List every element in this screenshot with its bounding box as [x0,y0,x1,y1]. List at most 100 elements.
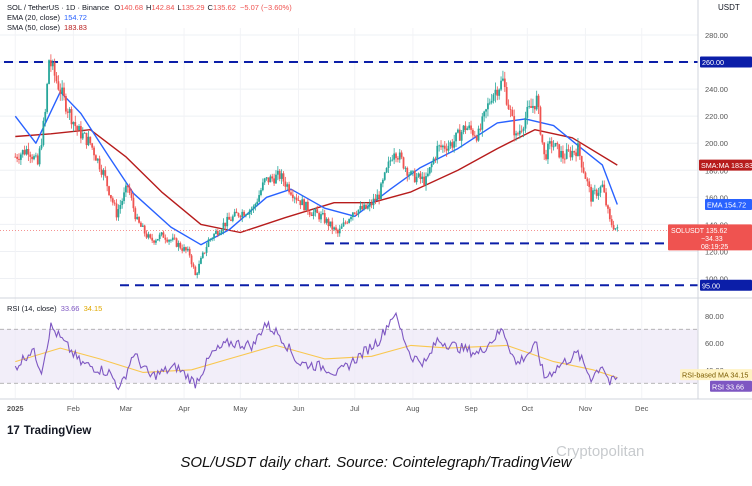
candle-body [368,202,371,207]
candle-body [153,240,155,243]
candle-body [265,177,268,179]
candle-body [389,160,392,162]
candle-body [276,170,279,175]
candle-body [430,163,433,168]
candle-body [563,158,566,160]
ema20-line [14,91,618,246]
candle-body [282,173,285,182]
candle-body [428,167,431,174]
candle-body [273,178,275,184]
candle-body [288,184,291,193]
candle-body [132,197,135,209]
badge-rsi-bg [710,380,752,392]
candle-body [237,213,240,217]
badge-sma-text: SMA:MA 183.83 [701,161,752,170]
price-tick-label: 200.00 [705,139,728,148]
candle-body [231,216,234,221]
badge-price-bg [668,224,752,251]
badge-price-label: SOLUSDT 135.62 [671,228,727,235]
time-tick-label: Aug [406,404,419,413]
candle-body [55,75,58,82]
candle-body [226,216,229,227]
candle-body [170,239,172,241]
candle-body [396,158,399,160]
candle-body [269,176,272,183]
candle-body [306,201,309,212]
candle-body [385,167,388,173]
candle-body [203,252,206,254]
candle-body [578,143,581,157]
candle-body [605,192,607,206]
candle-body [485,109,487,112]
candle-body [33,156,35,160]
candle-body [588,181,591,187]
candle-body [141,225,144,227]
candle-body [230,219,232,221]
candle-body [130,192,133,198]
candle-body [250,209,253,211]
candle-body [612,225,615,230]
candle-body [185,247,187,251]
candle-body [64,96,67,112]
candle-body [445,148,448,151]
candle-body [113,202,116,204]
candle-body [500,80,502,90]
candle-body [218,233,221,236]
time-tick-label: Mar [119,404,132,413]
candle-body [573,151,576,153]
candle-body [507,104,510,110]
candle-body [577,143,579,157]
candle-body [556,143,559,145]
candle-body [21,150,24,155]
candle-body [201,252,204,258]
candle-body [487,103,489,110]
candle-body [151,237,154,241]
candle-body [353,212,356,214]
candle-body [126,185,129,188]
candle-body [571,151,574,158]
candle-body [308,211,311,215]
symbol-legend: SOL / TetherUS · 1D · Binance O140.68 H14… [7,3,292,13]
candle-body [458,129,461,141]
time-tick-label: Nov [579,404,593,413]
candle-body [393,153,396,160]
candle-body [246,214,249,215]
candle-body [425,176,427,186]
candle-body [451,142,454,148]
candle-body [87,136,90,146]
candle-body [290,192,292,195]
candle-body [125,185,127,193]
candle-body [143,225,146,234]
candle-body [515,133,517,136]
candle-body [59,89,62,94]
candle-body [616,227,619,229]
candle-body [590,186,592,202]
candle-body [89,136,92,144]
candle-body [256,201,259,205]
candle-body [427,173,429,177]
candle-body [31,156,34,160]
candle-body [177,242,180,247]
time-tick-label: Sep [464,404,477,413]
time-tick-label: Oct [521,404,534,413]
candle-body [147,234,150,238]
candle-body [541,134,544,143]
candle-body [492,94,495,101]
candle-body [108,186,110,196]
candle-body [96,158,99,161]
time-tick-label: Dec [635,404,649,413]
price-tick-label: 240.00 [705,85,728,94]
candle-body [411,170,414,172]
candle-body [447,145,450,151]
candle-body [166,239,169,242]
candle-body [83,132,86,134]
price-tick-label: 220.00 [705,112,728,121]
candle-body [473,135,476,137]
candle-body [325,218,328,223]
tradingview-brand[interactable]: 17 TradingView [7,425,91,437]
candle-body [378,194,381,200]
badge-sma: SMA:MA 183.83 [699,159,752,171]
candle-body [547,143,549,160]
